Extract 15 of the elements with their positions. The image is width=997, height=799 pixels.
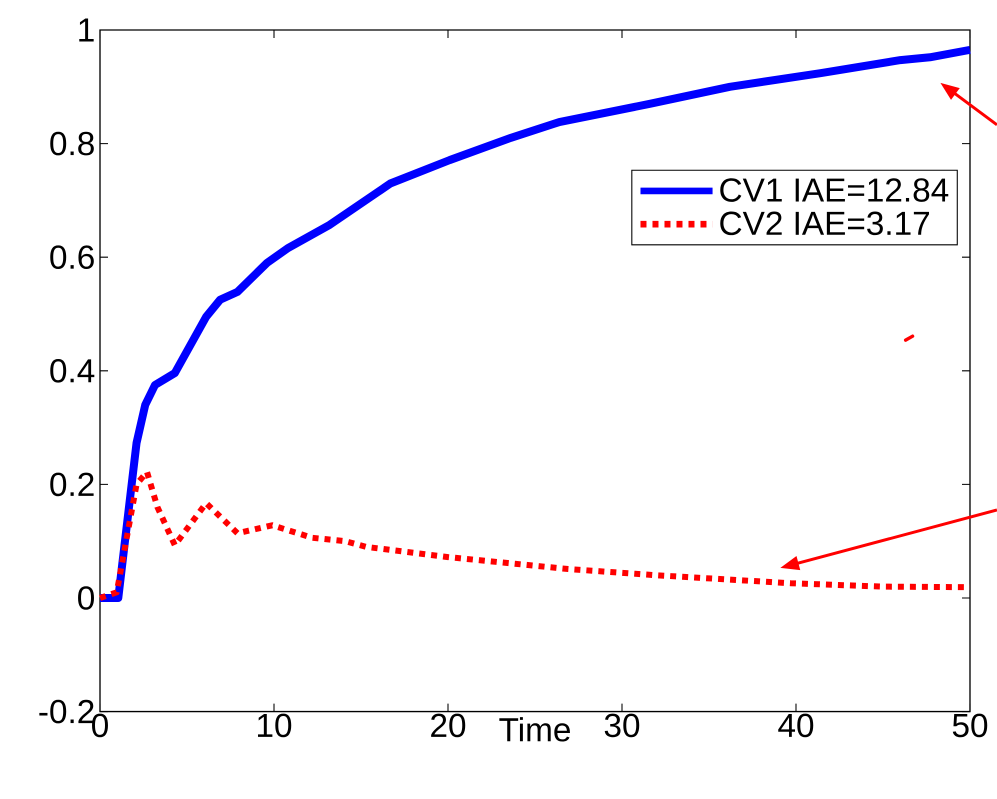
x-tick-label: 40	[778, 714, 814, 738]
legend-label: CV1 IAE=12.84	[720, 178, 948, 202]
y-tick-label: 0.4	[50, 359, 94, 383]
y-tick-label: 1	[79, 18, 94, 42]
legend-label: CV2 IAE=3.17	[720, 212, 930, 236]
y-tick-label: 0.8	[50, 132, 94, 156]
y-tick-label: 0	[78, 586, 94, 610]
y-tick-label: -0.2	[39, 700, 94, 724]
x-tick-label: 10	[258, 714, 292, 738]
y-tick-label: 0.6	[50, 245, 94, 270]
x-tick-label: 20	[431, 714, 466, 738]
y-tick-label: 0.2	[50, 472, 94, 496]
x-axis-title: Time	[499, 717, 570, 742]
x-tick-label: 30	[604, 714, 640, 738]
x-tick-label: 50	[952, 714, 988, 738]
